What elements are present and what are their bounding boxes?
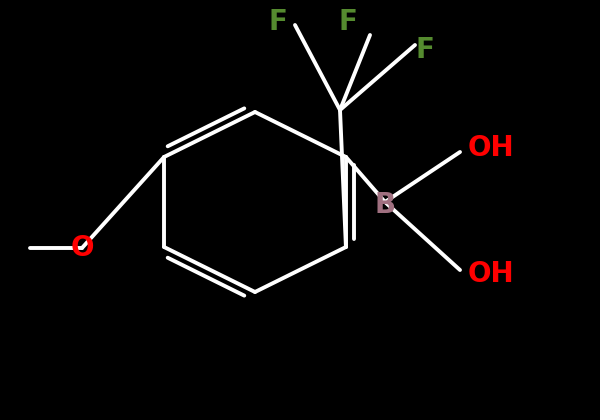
Text: F: F	[269, 8, 287, 36]
Text: OH: OH	[468, 134, 515, 162]
Text: F: F	[416, 36, 435, 64]
Text: F: F	[338, 8, 358, 36]
Text: OH: OH	[468, 260, 515, 288]
Text: O: O	[70, 234, 94, 262]
Text: B: B	[374, 191, 395, 219]
